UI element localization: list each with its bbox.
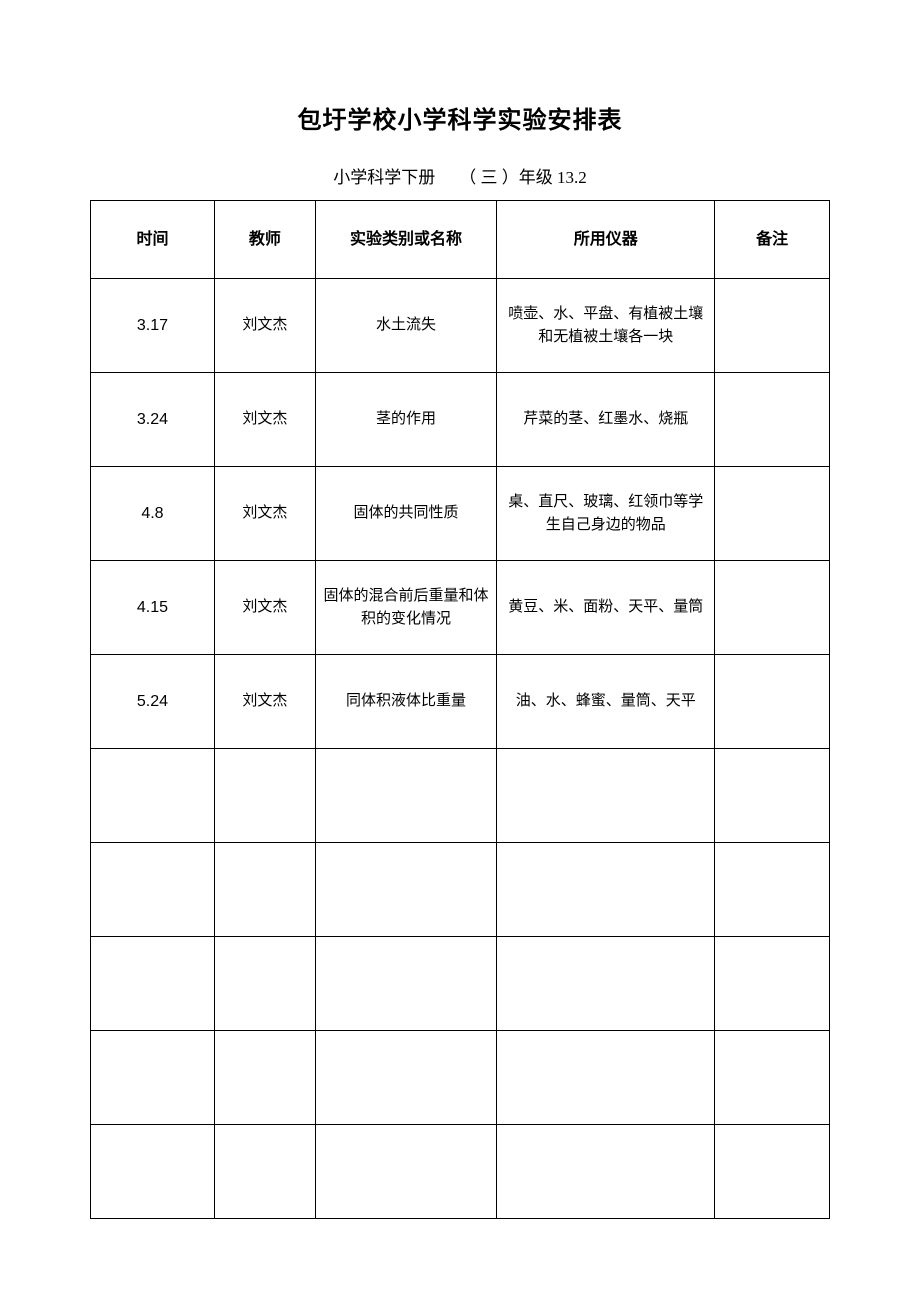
cell-remark [715, 749, 830, 843]
cell-experiment: 固体的共同性质 [315, 467, 496, 561]
schedule-table: 时间 教师 实验类别或名称 所用仪器 备注 3.17刘文杰水土流失喷壶、水、平盘… [90, 200, 830, 1219]
cell-equipment: 黄豆、米、面粉、天平、量筒 [497, 561, 715, 655]
cell-teacher: 刘文杰 [214, 561, 315, 655]
table-row [91, 843, 830, 937]
cell-teacher: 刘文杰 [214, 373, 315, 467]
cell-teacher [214, 1031, 315, 1125]
cell-time [91, 749, 215, 843]
page-subtitle: 小学科学下册 （ 三 ）年级 13.2 [90, 163, 830, 188]
cell-teacher [214, 937, 315, 1031]
cell-remark [715, 937, 830, 1031]
header-teacher: 教师 [214, 201, 315, 279]
table-row [91, 749, 830, 843]
cell-experiment: 水土流失 [315, 279, 496, 373]
cell-equipment: 油、水、蜂蜜、量筒、天平 [497, 655, 715, 749]
cell-experiment [315, 1125, 496, 1219]
cell-remark [715, 843, 830, 937]
cell-time: 3.17 [91, 279, 215, 373]
cell-equipment: 桌、直尺、玻璃、红领巾等学生自己身边的物品 [497, 467, 715, 561]
cell-equipment [497, 937, 715, 1031]
cell-equipment [497, 843, 715, 937]
header-time: 时间 [91, 201, 215, 279]
header-equipment: 所用仪器 [497, 201, 715, 279]
table-header-row: 时间 教师 实验类别或名称 所用仪器 备注 [91, 201, 830, 279]
cell-teacher [214, 1125, 315, 1219]
cell-experiment: 固体的混合前后重量和体积的变化情况 [315, 561, 496, 655]
cell-time: 5.24 [91, 655, 215, 749]
cell-remark [715, 279, 830, 373]
table-row [91, 1031, 830, 1125]
cell-remark [715, 1125, 830, 1219]
cell-experiment [315, 749, 496, 843]
table-row: 3.17刘文杰水土流失喷壶、水、平盘、有植被土壤和无植被土壤各一块 [91, 279, 830, 373]
cell-teacher [214, 749, 315, 843]
cell-experiment [315, 937, 496, 1031]
cell-equipment: 喷壶、水、平盘、有植被土壤和无植被土壤各一块 [497, 279, 715, 373]
cell-time: 4.15 [91, 561, 215, 655]
page-title: 包圩学校小学科学实验安排表 [90, 100, 830, 135]
header-experiment: 实验类别或名称 [315, 201, 496, 279]
cell-remark [715, 467, 830, 561]
table-row: 5.24刘文杰同体积液体比重量油、水、蜂蜜、量筒、天平 [91, 655, 830, 749]
cell-experiment: 茎的作用 [315, 373, 496, 467]
cell-experiment [315, 843, 496, 937]
cell-teacher: 刘文杰 [214, 467, 315, 561]
subtitle-right: （ 三 ）年级 13.2 [459, 168, 587, 187]
cell-experiment: 同体积液体比重量 [315, 655, 496, 749]
cell-remark [715, 1031, 830, 1125]
cell-time: 3.24 [91, 373, 215, 467]
cell-teacher [214, 843, 315, 937]
cell-time [91, 1125, 215, 1219]
cell-remark [715, 561, 830, 655]
cell-time [91, 937, 215, 1031]
cell-teacher: 刘文杰 [214, 655, 315, 749]
subtitle-left: 小学科学下册 [333, 168, 435, 187]
table-row [91, 1125, 830, 1219]
table-row: 4.8刘文杰固体的共同性质桌、直尺、玻璃、红领巾等学生自己身边的物品 [91, 467, 830, 561]
table-row [91, 937, 830, 1031]
cell-equipment [497, 749, 715, 843]
cell-experiment [315, 1031, 496, 1125]
table-row: 4.15刘文杰固体的混合前后重量和体积的变化情况黄豆、米、面粉、天平、量筒 [91, 561, 830, 655]
cell-time [91, 1031, 215, 1125]
cell-remark [715, 655, 830, 749]
cell-time: 4.8 [91, 467, 215, 561]
cell-equipment: 芹菜的茎、红墨水、烧瓶 [497, 373, 715, 467]
header-remark: 备注 [715, 201, 830, 279]
cell-time [91, 843, 215, 937]
cell-equipment [497, 1031, 715, 1125]
cell-remark [715, 373, 830, 467]
cell-teacher: 刘文杰 [214, 279, 315, 373]
cell-equipment [497, 1125, 715, 1219]
table-row: 3.24刘文杰茎的作用芹菜的茎、红墨水、烧瓶 [91, 373, 830, 467]
